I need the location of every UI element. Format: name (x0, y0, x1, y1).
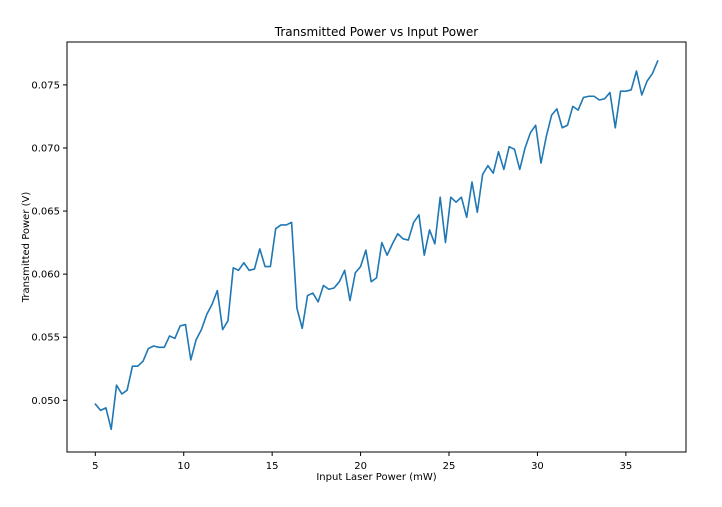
x-tick-label: 30 (531, 461, 544, 472)
x-tick-label: 25 (443, 461, 456, 472)
plot-area-frame (66, 41, 687, 453)
x-axis-label: Input Laser Power (mW) (316, 472, 436, 483)
y-axis-label: Transmitted Power (V) (21, 192, 32, 304)
x-tick-label: 35 (620, 461, 633, 472)
y-axis: 0.050 0.055 0.060 0.065 0.070 0.075 (31, 80, 67, 407)
y-tick-label: 0.060 (31, 270, 60, 281)
y-tick-label: 0.050 (31, 396, 60, 407)
y-tick-label: 0.070 (31, 143, 60, 154)
y-tick-label: 0.055 (31, 333, 60, 344)
chart-title: Transmitted Power vs Input Power (274, 25, 478, 39)
y-tick-label: 0.065 (31, 207, 60, 218)
x-tick-label: 5 (92, 461, 98, 472)
x-tick-label: 20 (354, 461, 367, 472)
x-tick-label: 15 (266, 461, 279, 472)
x-tick-label: 10 (177, 461, 190, 472)
series-line (94, 60, 659, 431)
x-axis: 5 10 15 20 25 30 35 (92, 452, 632, 472)
y-tick-label: 0.075 (31, 80, 60, 91)
